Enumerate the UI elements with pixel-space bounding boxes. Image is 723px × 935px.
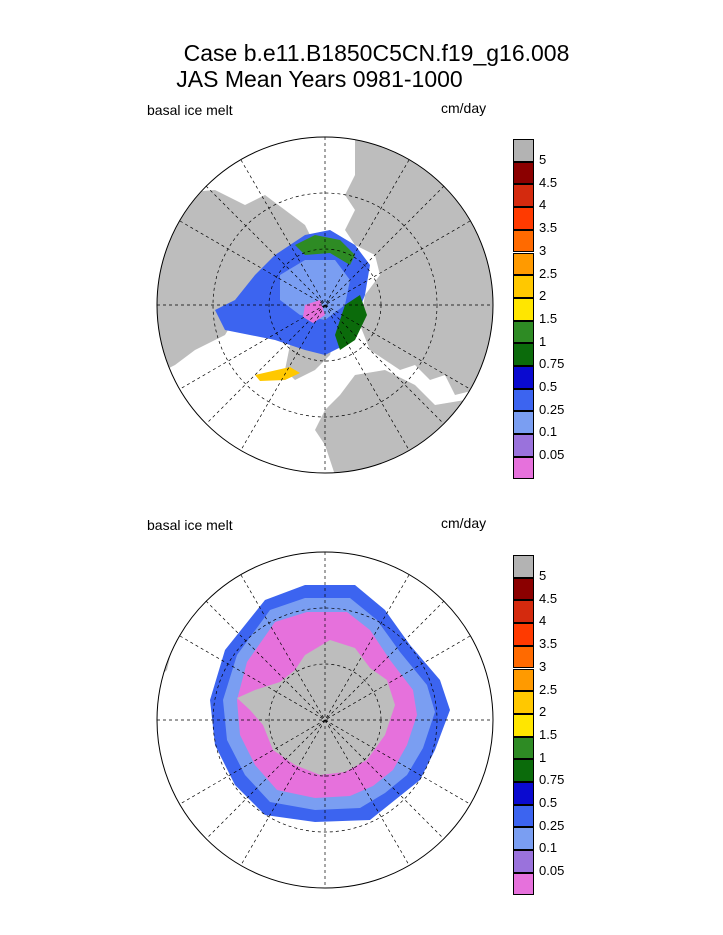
south-panel-label: basal ice melt	[147, 517, 233, 533]
south-legend-swatch	[513, 600, 534, 624]
south-legend-label: 5	[539, 568, 547, 583]
south-legend-swatch	[513, 623, 534, 646]
south-legend-label: 0.75	[539, 772, 565, 788]
south-legend-label: 3	[539, 658, 547, 674]
north-ice-green	[295, 235, 355, 265]
north-legend-swatch	[513, 434, 534, 457]
north-graticule	[157, 137, 493, 473]
south-legend-swatch	[513, 691, 534, 714]
north-legend-swatch	[513, 456, 534, 480]
north-legend-swatch	[513, 388, 534, 412]
south-legend-swatch	[513, 850, 534, 873]
north-legend-label: 0.05	[539, 447, 565, 463]
south-legend-swatch	[513, 804, 534, 828]
south-legend-label: 2	[539, 704, 547, 720]
south-legend-swatch	[513, 713, 534, 737]
south-legend-label: 0.1	[539, 840, 558, 856]
south-graticule	[157, 552, 493, 888]
north-legend-label: 4	[539, 197, 547, 213]
north-legend-label: 0.75	[539, 356, 565, 372]
north-legend-swatch	[513, 184, 534, 208]
north-legend-swatch	[513, 297, 534, 321]
south-legend-label: 0.05	[539, 863, 565, 879]
north-legend-label: 4.5	[539, 174, 558, 190]
south-land-antarctica	[237, 640, 395, 775]
south-legend-swatch	[513, 668, 534, 692]
north-legend-swatch	[513, 343, 534, 366]
south-panel-units: cm/day	[441, 515, 487, 531]
south-legend-swatch	[513, 759, 534, 782]
north-legend-label: 3	[539, 242, 547, 258]
north-legend-label: 0.1	[539, 424, 558, 440]
south-legend-swatch	[513, 736, 534, 760]
south-legend-swatch	[513, 577, 534, 601]
south-legend-swatch	[513, 872, 534, 896]
south-legend-swatch	[513, 555, 534, 578]
north-polar-map	[156, 136, 494, 474]
north-panel-units: cm/day	[441, 100, 487, 116]
south-legend-swatch	[513, 827, 534, 851]
north-legend-swatch	[513, 411, 534, 435]
north-legend-swatch	[513, 161, 534, 185]
north-ice-green2	[335, 295, 367, 350]
north-legend-label: 0.25	[539, 401, 565, 417]
north-legend-swatch	[513, 139, 534, 162]
north-legend-label: 1.5	[539, 310, 558, 326]
north-map-border	[156, 136, 494, 474]
south-legend-label: 1	[539, 749, 547, 765]
south-map-border	[156, 551, 494, 889]
period-title: JAS Mean Years 0981-1000	[176, 66, 463, 92]
south-legend-label: 0.5	[539, 795, 558, 810]
south-legend-label: 2.5	[539, 681, 558, 697]
north-legend-swatch	[513, 252, 534, 276]
north-legend-label: 5	[539, 152, 547, 167]
north-legend-swatch	[513, 366, 534, 389]
north-legend-label: 2	[539, 288, 547, 304]
north-legend-label: 2.5	[539, 265, 558, 281]
south-legend-label: 4.5	[539, 590, 558, 606]
north-legend-swatch	[513, 207, 534, 230]
north-legend-swatch	[513, 320, 534, 344]
north-legend-swatch	[513, 275, 534, 298]
north-legend-swatch	[513, 229, 534, 253]
north-legend-label: 3.5	[539, 220, 558, 236]
south-legend-label: 1.5	[539, 726, 558, 742]
north-legend-label: 0.5	[539, 379, 558, 394]
north-panel-label: basal ice melt	[147, 102, 233, 118]
south-legend-swatch	[513, 645, 534, 669]
south-legend-swatch	[513, 782, 534, 805]
north-ice-yellow	[255, 367, 300, 381]
north-legend-label: 1	[539, 333, 547, 349]
south-polar-map	[156, 551, 494, 889]
north-land-america	[157, 190, 315, 375]
south-legend-label: 4	[539, 613, 547, 629]
south-legend-label: 3.5	[539, 636, 558, 652]
case-title: Case b.e11.B1850C5CN.f19_g16.008	[183, 40, 570, 66]
south-legend-label: 0.25	[539, 817, 565, 833]
